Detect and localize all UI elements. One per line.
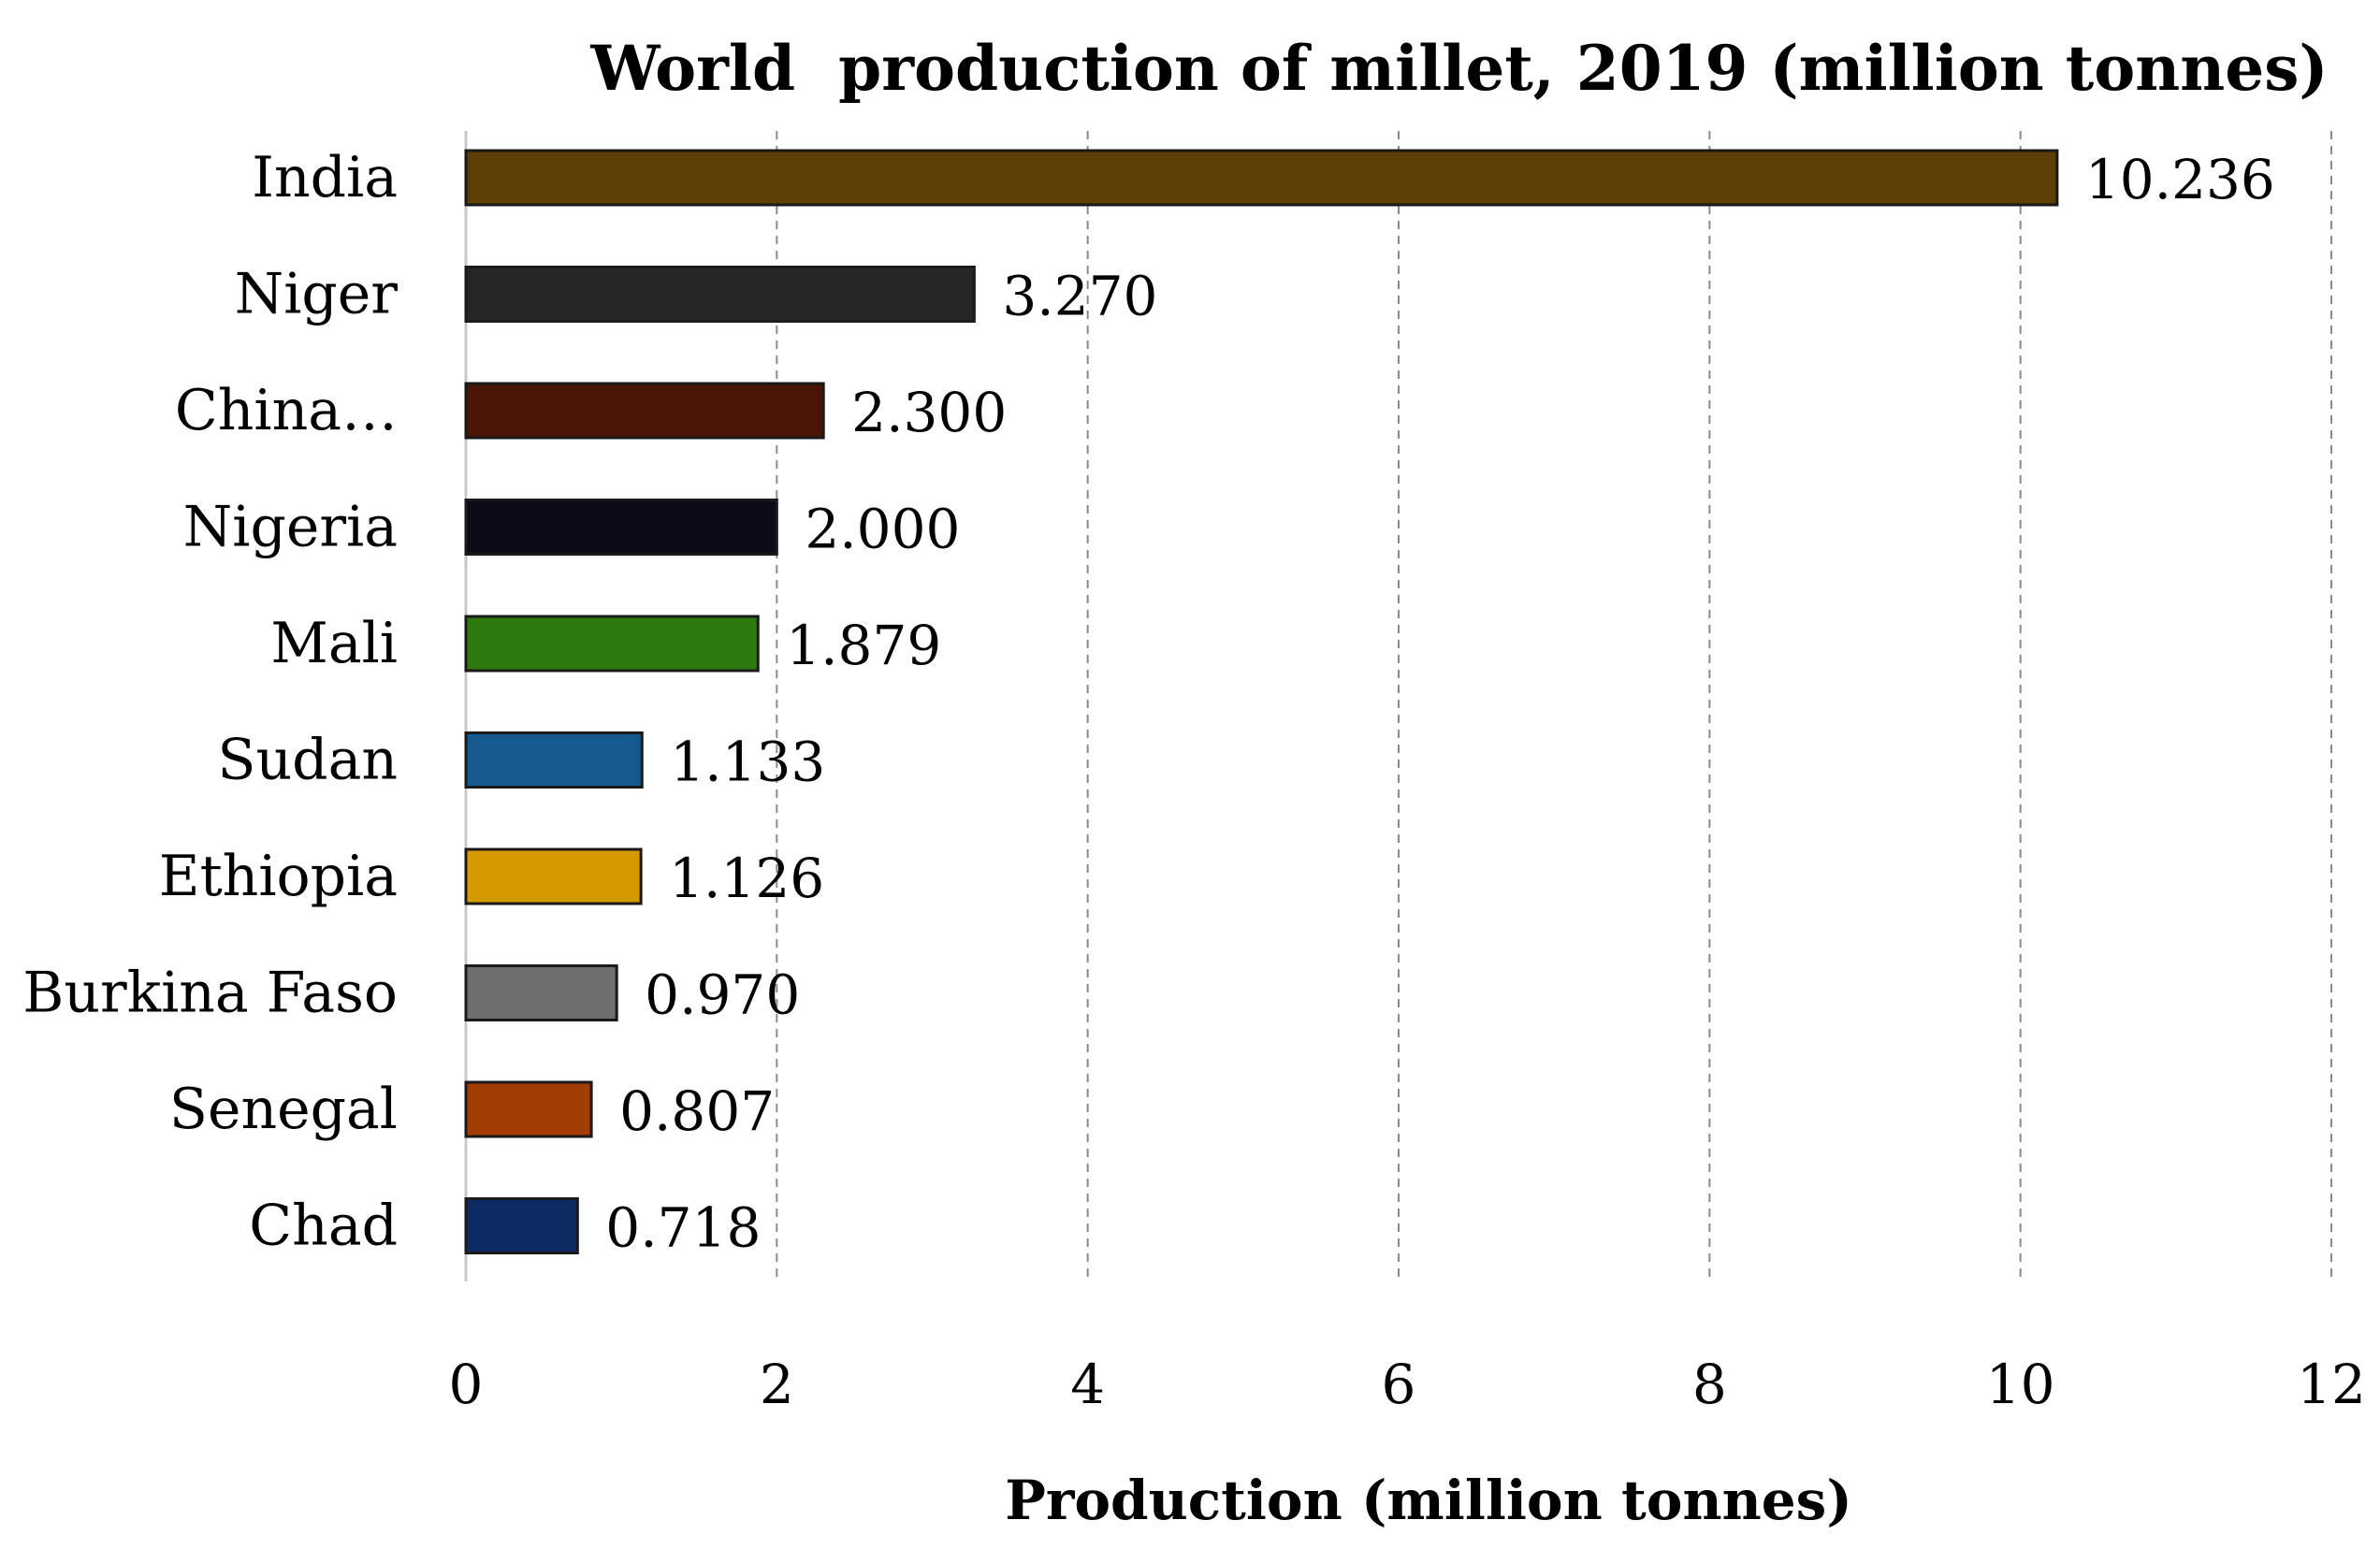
- x-tick-label-6: 6: [1382, 1353, 1416, 1416]
- x-tick-label-2: 2: [760, 1353, 794, 1416]
- value-label-sudan: 1.133: [670, 731, 825, 794]
- value-label-ethiopia: 1.126: [669, 847, 824, 910]
- category-label-niger: Niger: [235, 262, 399, 327]
- x-tick-labels: 0 2 4 6 8 10 12: [449, 1353, 2366, 1416]
- category-label-mali: Mali: [270, 611, 398, 676]
- category-labels: India Niger China… Nigeria Mali Sudan Ethiopia…: [22, 145, 398, 1259]
- value-labels: 10.236 3.270 2.300 2.000 1.879 1.133 1.126 0.97…: [605, 148, 2275, 1260]
- bar-india: [464, 149, 2059, 207]
- value-label-niger: 3.270: [1002, 265, 1157, 328]
- x-tick-label-12: 12: [2297, 1353, 2366, 1416]
- chart-title: World production of millet, 2019 (millio…: [589, 32, 2328, 105]
- category-label-india: India: [252, 145, 398, 210]
- x-tick-label-4: 4: [1070, 1353, 1105, 1416]
- value-label-mali: 1.879: [786, 614, 941, 677]
- value-label-chad: 0.718: [605, 1196, 761, 1260]
- bar-chad: [464, 1197, 579, 1254]
- category-label-senegal: Senegal: [169, 1077, 398, 1142]
- bar-sudan: [464, 731, 644, 789]
- value-label-nigeria: 2.000: [805, 498, 960, 561]
- x-axis-label: Production (million tonnes): [1005, 1469, 1852, 1532]
- bar-niger: [464, 266, 976, 323]
- value-label-china: 2.300: [851, 381, 1007, 444]
- x-tick-label-0: 0: [449, 1353, 484, 1416]
- value-label-senegal: 0.807: [619, 1079, 775, 1143]
- bars: [464, 149, 2059, 1254]
- category-label-burkina-faso: Burkina Faso: [22, 961, 398, 1026]
- category-label-chad: Chad: [249, 1194, 398, 1259]
- category-label-ethiopia: Ethiopia: [159, 844, 398, 909]
- bar-mali: [464, 615, 760, 673]
- gridlines: [776, 131, 2332, 1281]
- x-tick-label-8: 8: [1692, 1353, 1727, 1416]
- bar-senegal: [464, 1080, 593, 1138]
- category-label-china: China…: [175, 378, 398, 443]
- bar-ethiopia: [464, 847, 643, 905]
- bar-nigeria: [464, 499, 778, 556]
- x-tick-label-10: 10: [1986, 1353, 2055, 1416]
- value-label-india: 10.236: [2085, 148, 2275, 211]
- category-label-sudan: Sudan: [217, 728, 398, 793]
- bar-burkina-faso: [464, 964, 618, 1021]
- bar-china: [464, 382, 825, 440]
- category-label-nigeria: Nigeria: [183, 495, 398, 560]
- value-label-burkina-faso: 0.970: [645, 963, 800, 1027]
